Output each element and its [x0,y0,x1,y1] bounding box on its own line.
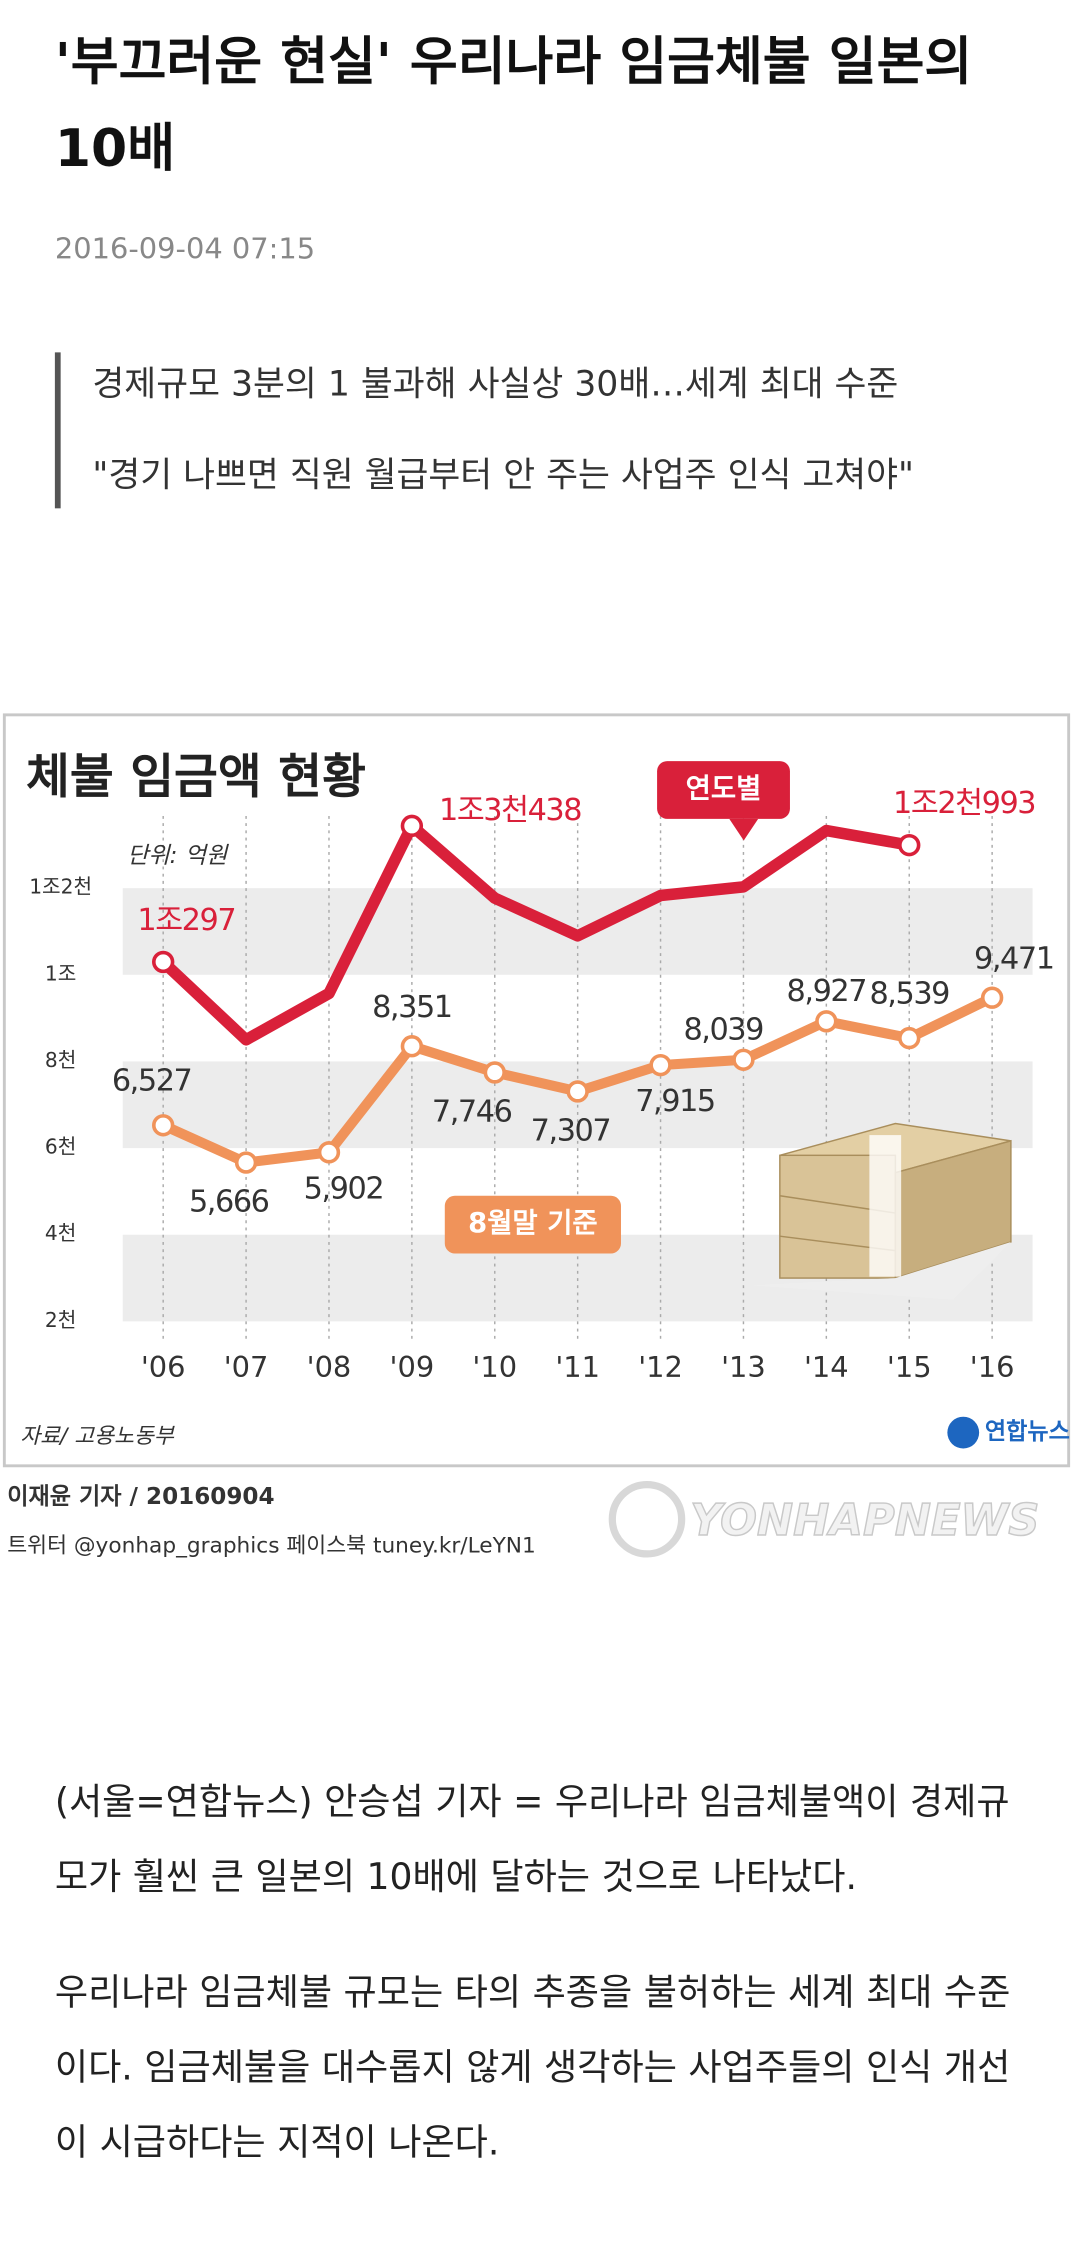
value-label: 1조2천993 [893,786,1035,821]
chart-source: 자료/ 고용노동부 [20,1424,175,1449]
y-tick-label: 6천 [45,1135,76,1159]
series-line [159,820,911,1046]
point [151,1114,175,1137]
x-tick-label: '06 [141,1350,186,1384]
infographic: 2천 4천 6천 8천 1조 1조2천 '06 '07 '08 '09 '10 '11 '12 '13 '1… [2,713,1071,1559]
watermark-icon [608,1480,686,1558]
value-label: 5,902 [304,1171,384,1206]
x-tick-label: '16 [970,1350,1015,1384]
logo: 연합뉴스 [985,1419,1070,1445]
social: 트위터 @yonhap_graphics 페이스북 tuney.kr/LeYN1 [7,1534,536,1559]
credit: 이재윤 기자 / 20160904 [7,1484,274,1510]
chart-title: 체불 임금액 현황 [26,750,366,805]
logo-icon [947,1416,980,1449]
paragraph: 우리나라 임금체불 규모는 타의 추종을 불허하는 세계 최대 수준이다. 임금… [54,1971,1011,2164]
article-body: (서울=연합뉴스) 안승섭 기자 = 우리나라 임금체불액이 경제규모가 훨씬 … [55,1765,1023,2221]
y-tick-label: 8천 [45,1048,76,1072]
value-label: 5,666 [189,1185,269,1220]
x-tick-label: '14 [804,1350,849,1384]
point [815,1010,838,1033]
headline: '부끄러운 현실' 우리나라 임금체불 일본의 10배 [54,33,973,180]
point [483,1061,506,1084]
value-label: 8,039 [683,1012,763,1047]
value-label: 9,471 [974,942,1054,977]
point [980,986,1004,1009]
legend-box [657,761,790,819]
y-tick-label: 1조 [45,961,76,985]
value-label: 1조297 [137,903,235,938]
point [649,1053,672,1077]
y-tick-label: 1조2천 [29,875,92,899]
value-label: 8,351 [372,990,452,1025]
legend-box [444,1195,621,1254]
y-tick-label: 2천 [45,1308,76,1332]
value-label: 7,746 [432,1094,512,1129]
watermark: YONHAPNEWS [690,1496,1039,1546]
point [151,950,175,974]
paragraph: (서울=연합뉴스) 안승섭 기자 = 우리나라 임금체불액이 경제규모가 훨씬 … [54,1780,1010,1898]
value-label: 7,307 [531,1113,611,1148]
x-tick-label: '13 [721,1350,766,1384]
x-tick-label: '08 [307,1350,352,1384]
legend-label: 연도별 [686,773,762,804]
money-stack [750,1122,1012,1300]
value-label: 7,915 [635,1084,715,1119]
x-tick-label: '07 [224,1350,269,1384]
value-label: 6,527 [112,1063,192,1098]
summary-line: "경기 나쁘면 직원 월급부터 안 주는 사업주 인식 고쳐야" [92,454,914,496]
value-label: 8,927 [787,974,867,1009]
x-tick-label: '10 [472,1350,517,1384]
point [898,1026,921,1050]
x-tick-label: '09 [390,1350,435,1384]
y-tick-label: 4천 [45,1221,76,1245]
x-tick-label: '12 [638,1350,683,1384]
value-label: 8,539 [869,976,949,1011]
point [400,1035,424,1058]
legend-label: 8월말 기준 [468,1208,598,1239]
date: 2016-09-04 07:15 [54,231,316,266]
chart-unit: 단위: 억원 [127,843,230,869]
point [898,833,921,857]
point [317,1141,341,1164]
legend-pointer [729,818,759,841]
summary: 경제규모 3분의 1 불과해 사실상 30배…세계 최대 수준 "경기 나쁘면 … [54,352,1023,509]
summary-line: 경제규모 3분의 1 불과해 사실상 30배…세계 최대 수준 [92,363,899,405]
point [400,814,424,838]
x-tick-label: '15 [887,1350,932,1384]
point [732,1048,755,1071]
point [566,1080,589,1103]
value-label: 1조3천438 [439,793,581,828]
point [234,1151,258,1174]
x-tick-label: '11 [555,1350,600,1384]
